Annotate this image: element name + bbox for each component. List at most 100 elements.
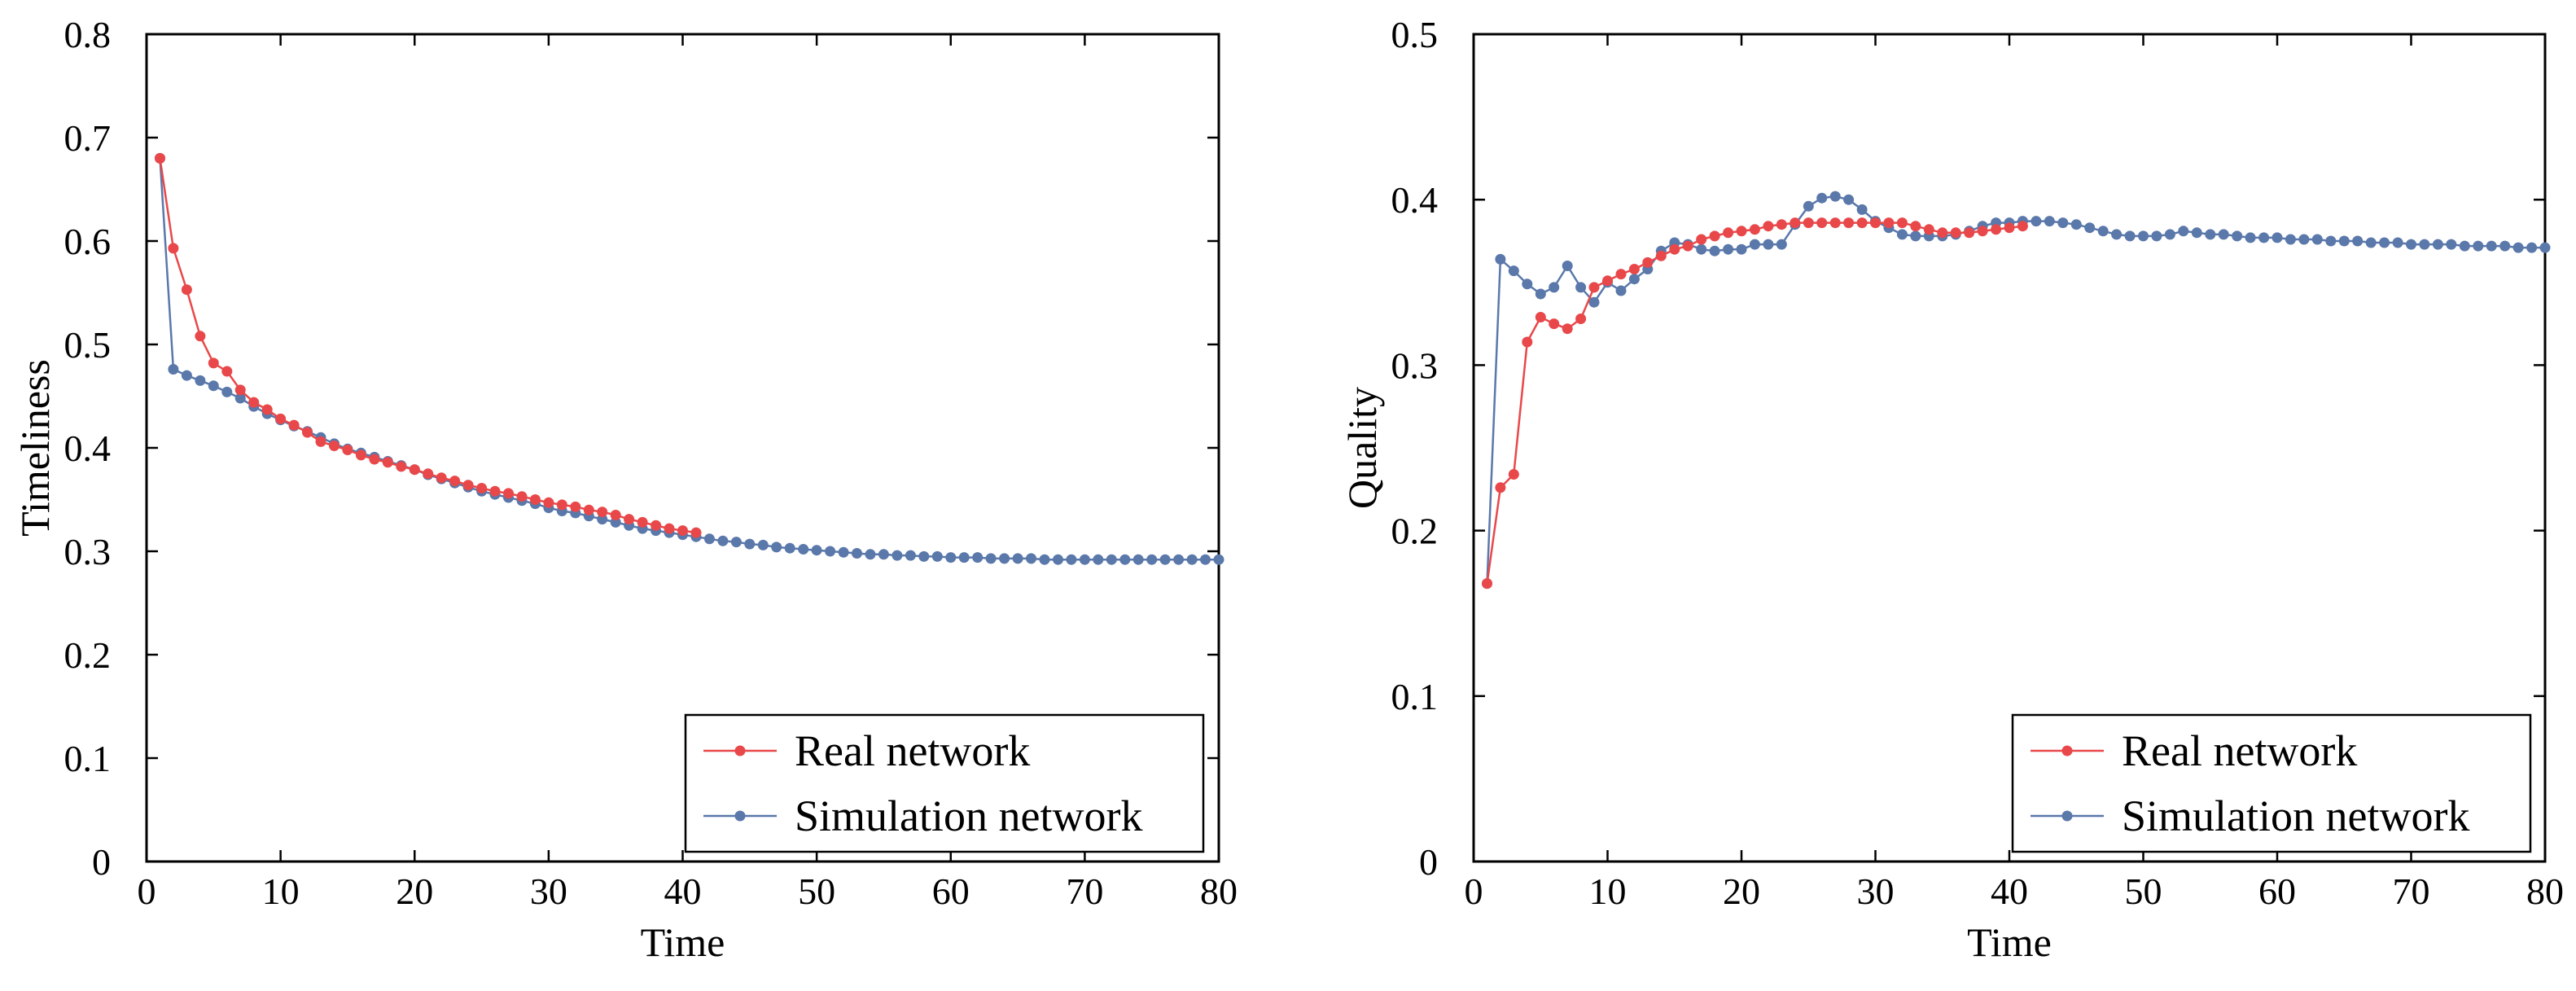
data-point	[1736, 243, 1747, 255]
data-point	[2419, 239, 2430, 250]
data-point	[1803, 200, 1814, 212]
data-point	[2352, 235, 2364, 247]
data-point	[985, 553, 997, 564]
data-point	[798, 544, 809, 555]
data-point	[2298, 234, 2310, 245]
data-point	[1053, 554, 1063, 565]
data-point	[1910, 230, 1921, 242]
data-point	[1856, 217, 1868, 229]
data-point	[1602, 275, 1613, 287]
data-point	[1923, 224, 1934, 235]
data-point	[329, 441, 340, 451]
data-point	[1642, 257, 1654, 268]
y-tick-label: 0.1	[64, 738, 112, 779]
data-point	[664, 523, 675, 534]
data-point	[1696, 243, 1707, 255]
data-point	[1079, 554, 1090, 565]
legend-marker	[2061, 810, 2073, 822]
data-point	[195, 331, 206, 342]
data-point	[1950, 227, 1961, 239]
data-point	[1522, 278, 1533, 290]
data-point	[1093, 554, 1104, 565]
legend-box	[2011, 713, 2532, 853]
y-tick-label: 0.2	[1391, 511, 1439, 552]
data-point	[865, 549, 876, 560]
data-point	[2272, 232, 2283, 243]
data-point	[878, 549, 889, 560]
data-point	[690, 527, 702, 538]
legend-label: Simulation network	[2122, 791, 2469, 840]
data-point	[1856, 204, 1868, 215]
data-point	[1535, 312, 1546, 322]
data-point	[771, 542, 782, 553]
data-point	[396, 461, 407, 472]
y-tick-label: 0.4	[1391, 179, 1439, 221]
data-point	[2151, 230, 2162, 242]
series-real-network	[155, 152, 702, 538]
y-tick-label: 0	[92, 841, 111, 883]
data-point	[1937, 227, 1948, 239]
data-point	[221, 366, 233, 377]
data-point	[1816, 217, 1828, 229]
data-point	[1628, 274, 1640, 285]
data-point	[1682, 240, 1693, 252]
legend-entry: Simulation network	[703, 791, 1142, 840]
data-point	[436, 472, 447, 484]
data-point	[503, 488, 514, 499]
data-point	[852, 548, 862, 559]
data-point	[1749, 224, 1760, 235]
data-point	[2365, 237, 2377, 248]
data-point	[1910, 221, 1921, 232]
data-point	[583, 504, 594, 515]
legend-marker	[2061, 745, 2073, 756]
data-point	[476, 483, 488, 493]
data-point	[342, 445, 353, 455]
data-point	[2406, 239, 2416, 250]
data-point	[261, 404, 273, 415]
legend-label: Real network	[2122, 726, 2357, 775]
y-tick-label: 0.7	[64, 117, 112, 159]
data-point	[2325, 235, 2337, 247]
data-point	[1991, 224, 2002, 235]
data-point	[2057, 217, 2069, 229]
data-point	[529, 494, 541, 505]
data-point	[1723, 227, 1734, 239]
data-point	[2473, 240, 2484, 252]
data-point	[570, 501, 581, 512]
data-point	[2512, 242, 2524, 253]
data-point	[597, 506, 608, 518]
data-point	[2138, 230, 2149, 242]
data-point	[1776, 219, 1787, 230]
data-point	[1749, 239, 1760, 250]
data-point	[1709, 245, 1720, 257]
data-point	[1896, 229, 1908, 240]
x-tick-label: 20	[396, 870, 433, 912]
data-point	[784, 542, 795, 554]
x-axis-label: Time	[1967, 919, 2052, 965]
data-point	[275, 413, 287, 424]
data-point	[1803, 217, 1814, 229]
x-tick-label: 30	[530, 870, 567, 912]
data-point	[423, 468, 434, 480]
data-point	[1723, 243, 1734, 255]
legend-box	[684, 713, 1205, 853]
x-tick-label: 40	[664, 870, 702, 912]
legend-label: Real network	[795, 726, 1030, 775]
data-point	[302, 427, 313, 438]
chart-quality: 0 10 20 30 40 50 60 70 80 0 0.1 0.2 0.3 0.4 0.5 Time Qua…	[1339, 14, 2564, 965]
legend-entry: Simulation network	[2031, 791, 2469, 840]
data-point	[972, 552, 984, 563]
data-point	[597, 514, 608, 525]
data-point	[610, 516, 621, 528]
data-point	[2205, 229, 2216, 240]
data-point	[181, 284, 192, 296]
data-point	[703, 533, 715, 545]
data-point	[1132, 554, 1144, 565]
data-point	[1106, 554, 1117, 565]
data-point	[1736, 226, 1747, 237]
x-tick-label: 10	[262, 870, 300, 912]
data-point	[1535, 288, 1546, 300]
data-point	[2338, 235, 2350, 247]
data-point	[1575, 314, 1587, 324]
data-point	[248, 397, 260, 408]
